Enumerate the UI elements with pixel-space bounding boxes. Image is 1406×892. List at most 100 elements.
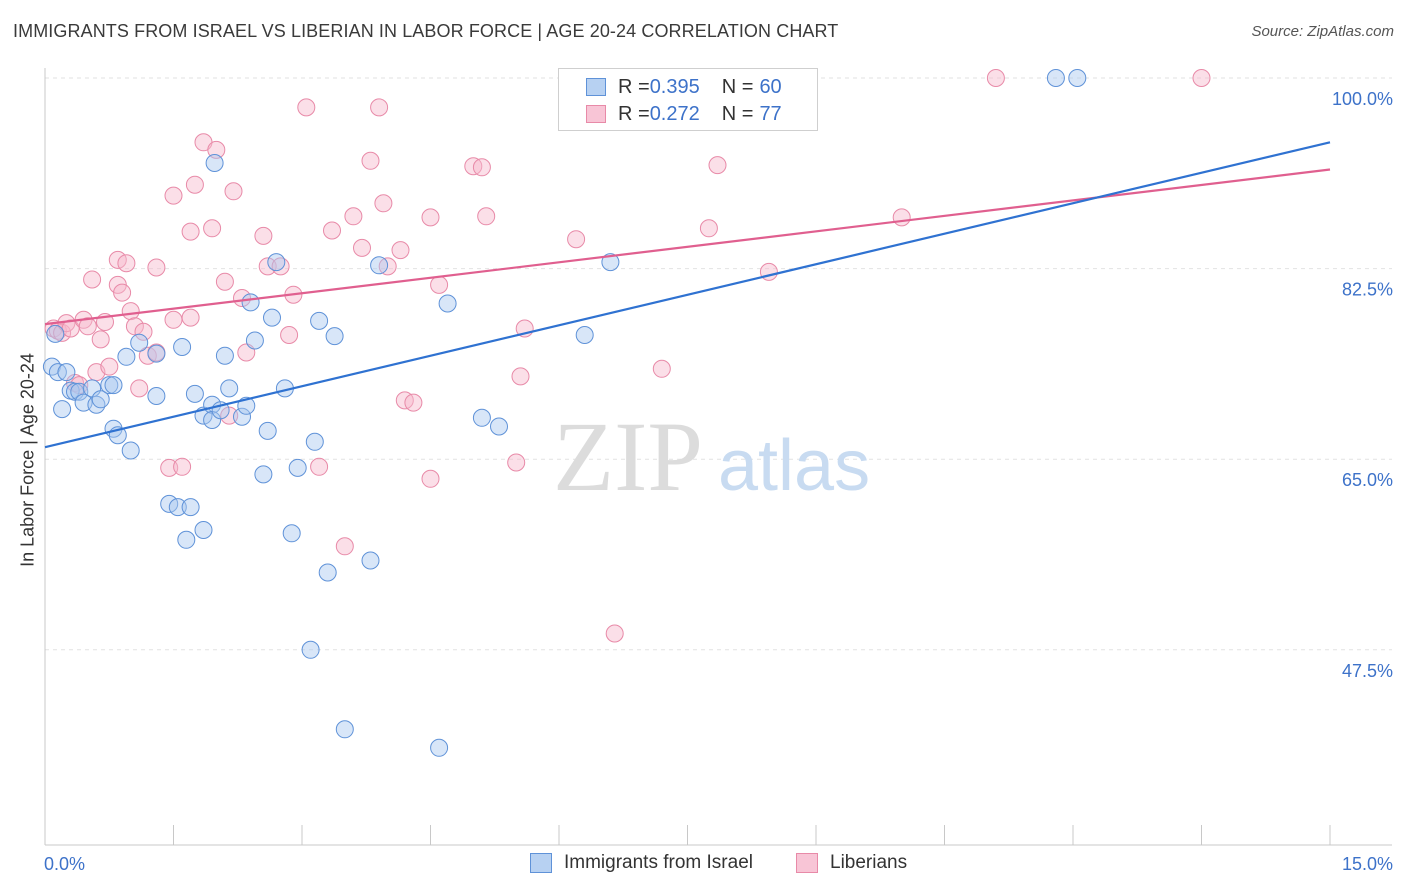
liberians-point-38 bbox=[233, 289, 251, 307]
israel-point-24 bbox=[177, 530, 196, 549]
n-label: N = bbox=[721, 102, 754, 125]
liberians-point-37 bbox=[224, 182, 243, 201]
israel-point-49 bbox=[318, 563, 337, 582]
legend-swatch-liberians bbox=[796, 853, 818, 873]
r-value: 0.272 bbox=[649, 102, 700, 125]
israel-point-40 bbox=[258, 421, 277, 440]
y-tick-label-2: 65.0% bbox=[1342, 470, 1393, 490]
liberians-point-74 bbox=[986, 69, 1005, 87]
israel-point-15 bbox=[104, 376, 123, 395]
liberians-point-29 bbox=[181, 222, 200, 241]
israel-point-55 bbox=[438, 294, 457, 313]
liberians-point-67 bbox=[567, 230, 586, 249]
israel-point-23 bbox=[181, 498, 200, 517]
watermark-atlas: atlas bbox=[718, 426, 870, 506]
legend-item-liberians[interactable]: Liberians bbox=[796, 852, 907, 874]
israel-point-38 bbox=[245, 331, 264, 350]
liberians-point-57 bbox=[404, 393, 423, 412]
liberians-point-47 bbox=[323, 221, 341, 240]
stats-row-liberians: R = 0.272 N = 77 bbox=[586, 101, 782, 127]
israel-point-45 bbox=[288, 458, 307, 477]
trend-lines bbox=[44, 141, 1331, 449]
liberians-point-51 bbox=[361, 151, 380, 170]
liberians-point-17 bbox=[117, 254, 136, 273]
liberians-point-30 bbox=[181, 308, 200, 327]
israel-point-46 bbox=[301, 640, 320, 659]
israel-point-37 bbox=[241, 293, 260, 312]
liberians-point-33 bbox=[203, 219, 222, 238]
israel-point-59 bbox=[601, 253, 620, 272]
israel-point-19 bbox=[147, 344, 166, 363]
n-value: 77 bbox=[759, 102, 782, 125]
liberians-point-69 bbox=[652, 359, 671, 378]
liberians-point-36 bbox=[220, 406, 239, 425]
israel-point-20 bbox=[147, 387, 166, 405]
liberians-point-64 bbox=[507, 453, 526, 472]
liberians-point-53 bbox=[374, 194, 393, 213]
israel-point-52 bbox=[361, 551, 380, 570]
legend-item-israel[interactable]: Immigrants from Israel bbox=[530, 852, 753, 874]
israel-point-33 bbox=[215, 346, 234, 365]
israel-trend-line bbox=[44, 141, 1331, 449]
israel-point-4 bbox=[57, 363, 76, 382]
chart-title: IMMIGRANTS FROM ISRAEL VS LIBERIAN IN LA… bbox=[13, 21, 839, 41]
israel-point-25 bbox=[194, 521, 213, 539]
israel-point-54 bbox=[430, 738, 449, 757]
x-tick-label-0: 0.0% bbox=[44, 854, 85, 874]
liberians-point-65 bbox=[511, 367, 530, 386]
swatch-israel bbox=[586, 78, 606, 96]
israel-point-12 bbox=[100, 376, 119, 395]
liberians-trend-line bbox=[44, 168, 1331, 326]
israel-point-31 bbox=[205, 154, 224, 172]
liberians-point-13 bbox=[100, 357, 119, 376]
liberians-point-43 bbox=[280, 326, 299, 344]
israel-point-35 bbox=[233, 407, 251, 426]
liberians-point-18 bbox=[121, 302, 140, 321]
israel-point-56 bbox=[472, 408, 491, 427]
liberians-point-48 bbox=[335, 537, 354, 556]
stats-legend: R = 0.395 N = 60 R = 0.272 N = 77 bbox=[558, 68, 818, 131]
r-label: R = bbox=[618, 75, 650, 98]
series-liberians-points bbox=[44, 69, 1211, 643]
israel-point-16 bbox=[117, 347, 136, 366]
x-tick-label-1: 15.0% bbox=[1342, 854, 1393, 874]
israel-point-53 bbox=[370, 256, 389, 275]
legend-swatch-israel bbox=[530, 853, 552, 873]
liberians-point-62 bbox=[472, 158, 491, 177]
swatch-liberians bbox=[586, 105, 606, 123]
israel-point-34 bbox=[220, 379, 239, 398]
israel-point-18 bbox=[130, 333, 149, 352]
liberians-point-25 bbox=[160, 458, 179, 477]
y-tick-label-1: 82.5% bbox=[1342, 280, 1393, 300]
israel-point-1 bbox=[46, 324, 65, 343]
israel-point-42 bbox=[267, 253, 286, 272]
n-value: 60 bbox=[759, 75, 782, 98]
liberians-point-70 bbox=[699, 219, 718, 238]
israel-point-58 bbox=[575, 326, 594, 344]
liberians-point-50 bbox=[353, 238, 371, 257]
series-legend: Immigrants from Israel Liberians bbox=[0, 852, 1406, 878]
liberians-point-26 bbox=[164, 310, 183, 329]
israel-point-11 bbox=[91, 390, 110, 409]
r-label: R = bbox=[618, 102, 650, 125]
liberians-point-60 bbox=[430, 275, 449, 294]
israel-point-22 bbox=[168, 498, 187, 517]
israel-point-57 bbox=[490, 417, 508, 436]
israel-point-48 bbox=[310, 311, 329, 330]
israel-point-41 bbox=[263, 308, 281, 327]
israel-point-50 bbox=[325, 327, 344, 346]
liberians-point-75 bbox=[1192, 69, 1211, 87]
israel-point-62 bbox=[1068, 69, 1087, 87]
liberians-point-46 bbox=[310, 457, 329, 476]
liberians-point-28 bbox=[173, 457, 192, 476]
liberians-point-55 bbox=[391, 241, 410, 260]
israel-point-17 bbox=[121, 441, 140, 460]
israel-point-27 bbox=[185, 384, 204, 403]
liberians-point-40 bbox=[254, 226, 273, 245]
liberians-point-35 bbox=[215, 272, 234, 291]
legend-label-liberians: Liberians bbox=[830, 852, 908, 873]
liberians-point-52 bbox=[370, 98, 389, 117]
liberians-point-11 bbox=[91, 330, 110, 349]
liberians-point-21 bbox=[134, 322, 153, 341]
